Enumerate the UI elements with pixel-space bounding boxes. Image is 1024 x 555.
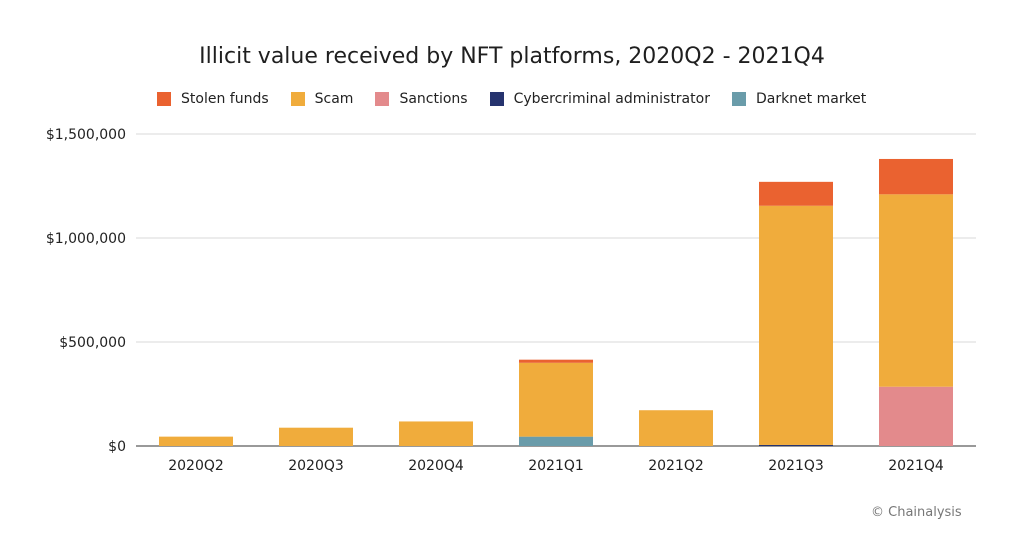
bar-stolen-funds-2021q1 <box>519 359 593 363</box>
legend-item-scam: Scam <box>290 91 354 107</box>
x-tick-label: 2020Q3 <box>288 458 344 474</box>
legend-item-stolen-funds: Stolen funds <box>157 91 269 107</box>
legend-item-cybercriminal-administrator: Cybercriminal administrator <box>489 91 710 107</box>
bar-scam-2021q2 <box>639 410 713 446</box>
x-tick-label: 2021Q4 <box>888 458 944 474</box>
chart-title: Illicit value received by NFT platforms,… <box>199 44 825 69</box>
x-tick-label: 2021Q2 <box>648 458 704 474</box>
x-tick-label: 2021Q1 <box>528 458 584 474</box>
bar-darknet-market-2021q1 <box>519 436 593 446</box>
bar-stolen-funds-2021q3 <box>759 181 833 206</box>
legend-swatch-darknet-market <box>731 92 746 106</box>
bar-scam-2020q3 <box>279 427 353 446</box>
source-credit: © Chainalysis <box>871 505 962 520</box>
legend-swatch-cybercriminal-administrator <box>489 92 504 106</box>
x-tick-label: 2020Q2 <box>168 458 224 474</box>
legend-swatch-sanctions <box>375 92 390 106</box>
x-tick-label: 2021Q3 <box>768 458 824 474</box>
legend-label-stolen-funds: Stolen funds <box>181 91 269 107</box>
legend-label-sanctions: Sanctions <box>399 91 468 107</box>
legend-item-sanctions: Sanctions <box>375 91 468 107</box>
bar-cybercriminal-administrator-2021q3 <box>759 444 833 446</box>
legend-label-cybercriminal-administrator: Cybercriminal administrator <box>513 91 710 107</box>
chart-legend: Stolen funds Scam Sanctions Cybercrimina… <box>157 91 866 107</box>
bar-scam-2020q4 <box>399 421 473 446</box>
y-tick-label: $500,000 <box>59 335 126 351</box>
y-tick-label: $0 <box>108 439 126 455</box>
legend-label-darknet-market: Darknet market <box>755 91 867 107</box>
y-tick-label: $1,000,000 <box>46 231 126 247</box>
x-tick-label: 2020Q4 <box>408 458 464 474</box>
legend-swatch-scam <box>290 92 305 106</box>
legend-label-scam: Scam <box>314 91 354 107</box>
legend-swatch-stolen-funds <box>157 92 171 106</box>
legend-item-darknet-market: Darknet market <box>731 91 867 107</box>
bar-scam-2021q4 <box>879 194 953 387</box>
bar-stolen-funds-2021q4 <box>879 158 953 195</box>
y-tick-label: $1,500,000 <box>46 127 126 143</box>
bar-scam-2021q1 <box>519 362 593 437</box>
bar-scam-2021q3 <box>759 205 833 445</box>
bar-sanctions-2021q4 <box>879 386 953 446</box>
bar-scam-2020q2 <box>159 436 233 446</box>
